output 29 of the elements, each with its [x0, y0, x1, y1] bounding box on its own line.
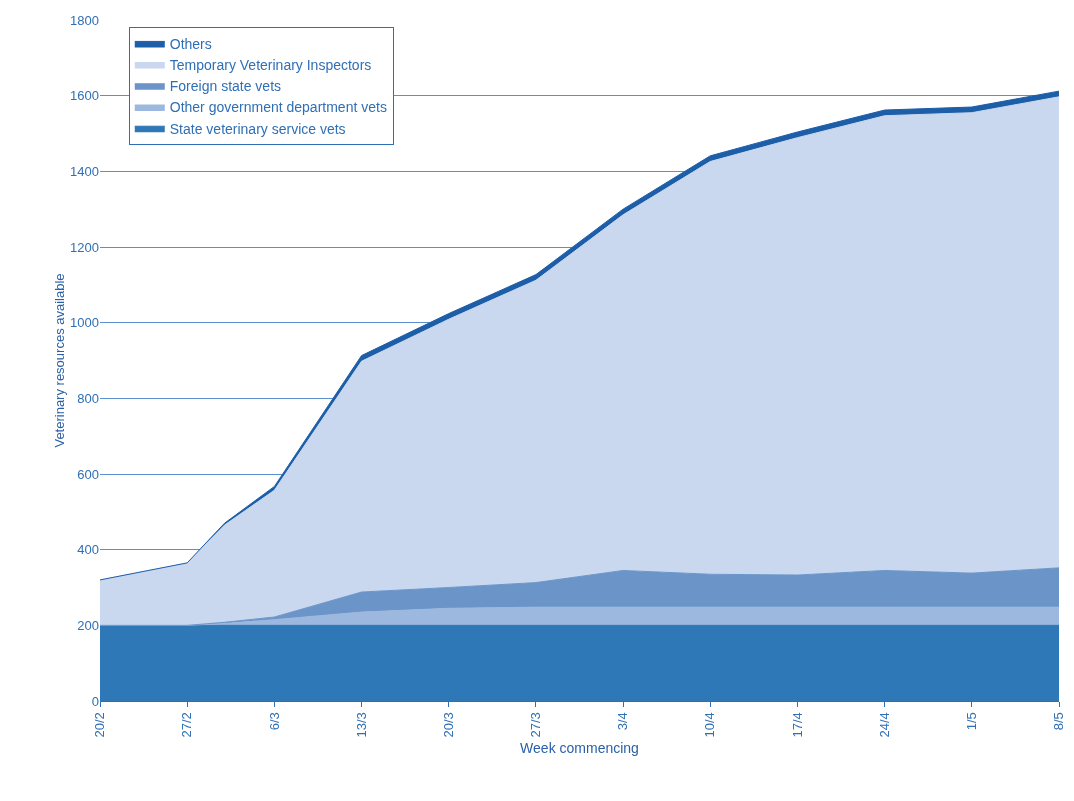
- y-tick-label: 400: [77, 542, 99, 558]
- x-axis-title: Week commencing: [520, 740, 639, 756]
- legend-label: Other government department vets: [169, 99, 387, 116]
- y-tick-label: 0: [91, 693, 99, 709]
- x-tick-label: 20/3: [440, 712, 456, 738]
- x-tick-label: 27/3: [528, 712, 544, 738]
- x-tick-label: 20/2: [92, 712, 108, 738]
- y-tick-label: 1600: [70, 88, 99, 104]
- x-tick-label: 17/4: [789, 712, 805, 738]
- legend-label: Temporary Veterinary Inspectors: [169, 57, 372, 74]
- y-tick-label: 1400: [70, 163, 99, 179]
- x-tick-label: 3/4: [615, 712, 631, 731]
- x-tick-label: 8/5: [1051, 712, 1067, 731]
- legend-label: Others: [169, 35, 212, 52]
- y-tick-label: 600: [77, 466, 99, 482]
- x-tick-label: 1/5: [964, 712, 980, 731]
- y-tick-label: 1200: [70, 239, 99, 255]
- y-tick-label: 1800: [70, 12, 99, 28]
- legend-label: State veterinary service vets: [169, 120, 346, 137]
- y-tick-label: 1000: [70, 315, 99, 331]
- x-tick-label: 24/4: [876, 712, 892, 738]
- legend-label: Foreign state vets: [169, 78, 282, 95]
- x-tick-label: 10/4: [702, 712, 718, 738]
- x-tick-label: 27/2: [179, 712, 195, 738]
- y-axis-title: Veterinary resources available: [52, 273, 67, 448]
- y-tick-label: 200: [77, 617, 99, 633]
- y-tick-label: 800: [77, 390, 99, 406]
- x-tick-label: 13/3: [353, 712, 369, 738]
- x-tick-label: 6/3: [266, 712, 282, 731]
